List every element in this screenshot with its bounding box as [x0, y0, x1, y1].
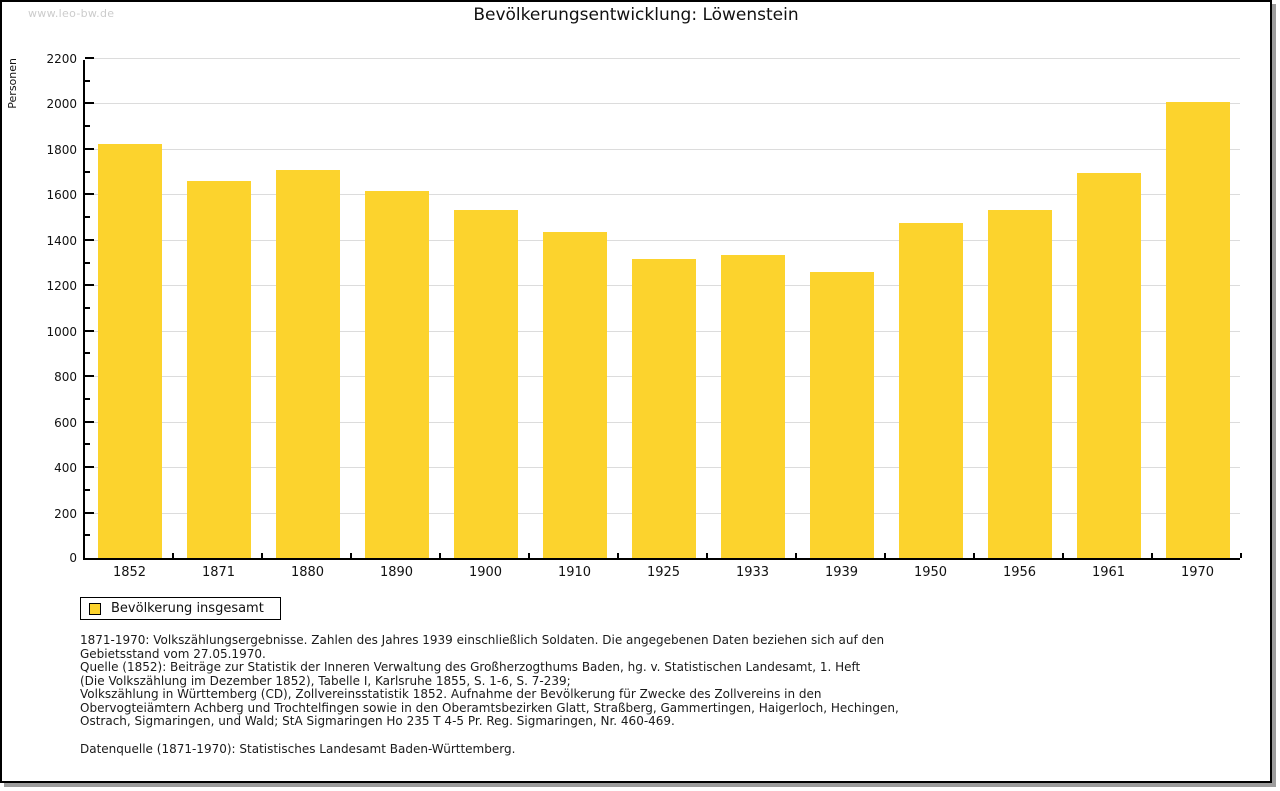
bar-1871 [186, 180, 251, 558]
legend-swatch-icon [89, 602, 101, 615]
x-axis-tick-label: 1939 [824, 565, 859, 580]
legend: Bevölkerung insgesamt [80, 597, 281, 620]
y-axis-major-tick [85, 102, 94, 105]
datasource-note: Datenquelle (1871-1970): Statistisches L… [80, 742, 516, 756]
bar-1925 [631, 259, 696, 558]
y-axis-tick-label: 1200 [46, 279, 77, 294]
x-axis-tick-label: 1970 [1180, 565, 1215, 580]
footer-line: Quelle (1852): Beiträge zur Statistik de… [80, 660, 861, 674]
gridline [85, 239, 1240, 241]
y-axis-major-tick [85, 238, 94, 241]
x-axis-tick-label: 1852 [112, 565, 147, 580]
bar-1961 [1076, 172, 1141, 558]
gridline [85, 58, 1240, 59]
footer-line: Gebietsstand vom 27.05.1970. [80, 646, 266, 661]
y-axis-minor-tick [85, 488, 90, 491]
y-axis-minor-tick [85, 307, 90, 309]
y-axis-major-tick [85, 329, 94, 332]
y-axis-minor-tick [85, 352, 90, 355]
bar-1956 [987, 210, 1052, 558]
y-axis-tick-label: 1600 [46, 188, 77, 203]
bar-1900 [453, 209, 518, 558]
plot-area: 200 400 600 800 1000 1200 1400 1600 1800 2000 2200… [46, 52, 1242, 580]
x-axis-tick [1240, 553, 1242, 558]
x-axis-tick [350, 553, 352, 558]
y-axis-major-tick [85, 511, 94, 514]
x-axis-tick [172, 553, 174, 558]
footer-line: (Die Volkszählung im Dezember 1852), Tab… [80, 673, 571, 688]
footer-line: 1871-1970: Volkszählungsergebnisse. Zahl… [80, 633, 885, 647]
bar-1939 [809, 271, 874, 558]
chart-title: Bevölkerungsentwicklung: Löwenstein [473, 5, 799, 25]
x-axis-tick [261, 553, 263, 558]
x-axis-tick [706, 553, 708, 558]
y-axis-tick-label: 200 [54, 506, 77, 521]
y-axis-tick-label: 800 [54, 370, 77, 385]
gridline [85, 148, 1240, 150]
footer-line: Ostrach, Sigmaringen, und Wald; StA Sigm… [80, 714, 675, 728]
y-axis-major-tick [85, 466, 94, 469]
x-axis-tick [439, 553, 441, 558]
bar-1890 [364, 190, 429, 558]
y-axis-minor-tick [85, 216, 90, 219]
watermark: www.leo-bw.de [28, 7, 115, 20]
y-axis-minor-tick [85, 79, 90, 82]
x-axis-tick [1062, 553, 1064, 558]
y-axis-major-tick [85, 284, 94, 287]
y-axis-tick-label: 400 [54, 461, 77, 476]
y-axis-major-tick [85, 147, 94, 150]
y-axis-minor-tick [85, 125, 90, 128]
y-axis-title: Personen [6, 58, 19, 109]
y-axis-minor-tick [85, 397, 90, 400]
x-axis-tick [795, 553, 797, 558]
x-axis-tick-label: 1956 [1002, 565, 1037, 580]
bar-1880 [275, 169, 340, 558]
y-axis-major-tick [85, 420, 94, 423]
bar-1970 [1165, 101, 1230, 558]
x-axis-tick-label: 1925 [646, 565, 681, 580]
y-axis-major-tick [85, 193, 94, 196]
x-axis-tick-label: 1900 [468, 565, 503, 580]
x-axis-tick-label: 1880 [290, 565, 325, 580]
x-axis-tick [1151, 553, 1153, 558]
x-axis-tick-label: 1950 [913, 565, 948, 580]
y-axis-tick-label: 2200 [46, 52, 77, 66]
y-axis-tick-label: 1800 [46, 142, 77, 157]
bar-1910 [542, 231, 607, 558]
y-axis-minor-tick [85, 170, 90, 173]
x-axis-tick [973, 553, 975, 558]
x-axis-tick [528, 553, 530, 558]
gridline [85, 194, 1240, 196]
y-axis-tick-label: 1400 [46, 233, 77, 248]
y-axis-minor-tick [85, 261, 90, 264]
x-axis-tick [884, 553, 886, 558]
x-axis-tick-label: 1933 [735, 565, 770, 580]
x-axis-tick-label: 1871 [201, 565, 236, 580]
x-axis-tick-label: 1961 [1091, 565, 1126, 580]
footer-line: Obervogteiämtern Achberg und Trochtelfin… [80, 700, 899, 715]
source-notes: 1871-1970: Volkszählungsergebnisse. Zahl… [80, 633, 960, 729]
x-axis-tick-label: 1910 [557, 565, 592, 580]
x-axis-tick [617, 553, 619, 558]
bar-1950 [898, 223, 963, 558]
bar-1933 [720, 255, 785, 558]
y-axis-minor-tick [85, 534, 90, 537]
gridline [85, 103, 1240, 105]
y-axis-major-tick [85, 375, 94, 378]
legend-label: Bevölkerung insgesamt [111, 601, 264, 616]
y-axis-tick-label: 1000 [46, 324, 77, 339]
bar-1852 [97, 143, 162, 558]
y-axis-tick-label: 0 [69, 551, 77, 565]
y-axis-major-tick [85, 57, 94, 59]
footer-line: Volkszählung in Württemberg (CD), Zollve… [80, 687, 822, 701]
y-axis-tick-label: 2000 [46, 97, 77, 112]
x-axis-tick-label: 1890 [379, 565, 414, 580]
y-axis-minor-tick [85, 443, 90, 446]
y-axis-tick-label: 600 [54, 415, 77, 430]
